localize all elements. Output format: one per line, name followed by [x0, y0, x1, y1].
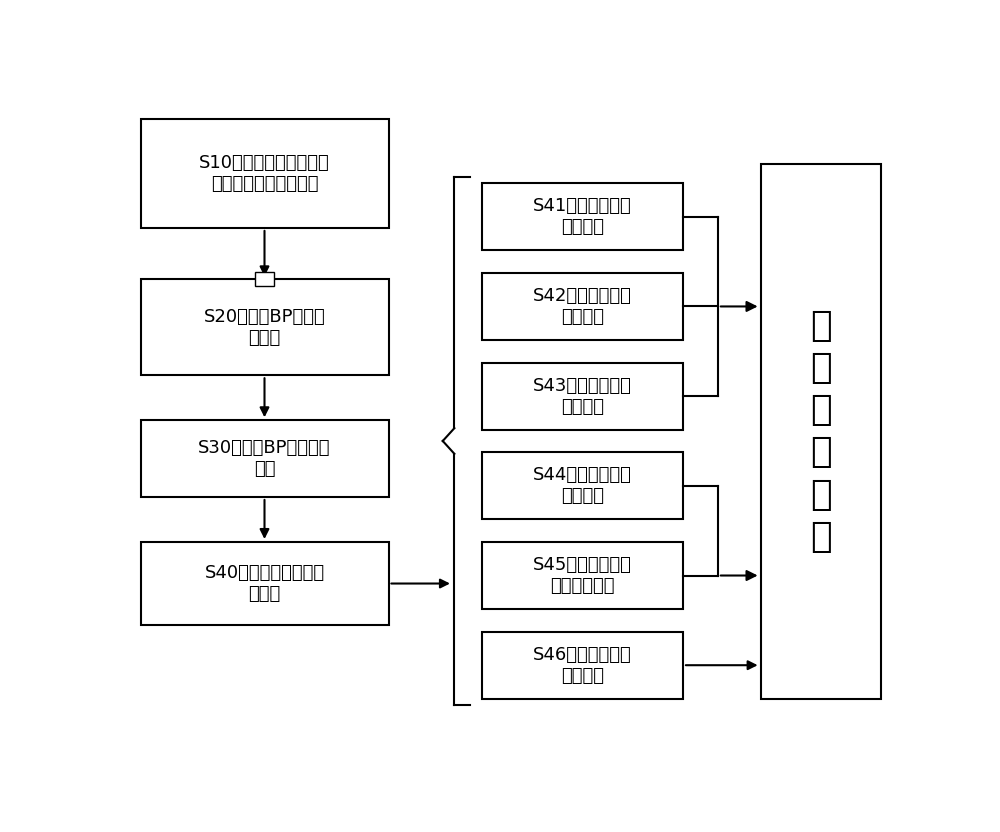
FancyBboxPatch shape: [482, 542, 683, 609]
Text: S46、获取患者的
声调信息: S46、获取患者的 声调信息: [533, 646, 632, 685]
FancyBboxPatch shape: [482, 363, 683, 430]
FancyBboxPatch shape: [482, 631, 683, 699]
FancyBboxPatch shape: [140, 420, 388, 497]
Text: S41、获取患者的
血糖信息: S41、获取患者的 血糖信息: [533, 197, 632, 236]
Text: 生
成
测
试
结
果: 生 成 测 试 结 果: [810, 310, 831, 553]
Text: S43、获取患者的
血氧信息: S43、获取患者的 血氧信息: [533, 377, 632, 415]
Text: S40、确认心理承受能
力级别: S40、确认心理承受能 力级别: [204, 564, 325, 603]
Text: S44、获取患者的
心跳信息: S44、获取患者的 心跳信息: [533, 467, 632, 505]
FancyBboxPatch shape: [255, 272, 274, 286]
FancyBboxPatch shape: [482, 183, 683, 250]
FancyBboxPatch shape: [140, 542, 388, 625]
Text: S42、获取患者的
血压信息: S42、获取患者的 血压信息: [533, 287, 632, 326]
FancyBboxPatch shape: [761, 164, 881, 699]
FancyBboxPatch shape: [140, 280, 388, 375]
Text: S45、获取患者的
呼吸频率信息: S45、获取患者的 呼吸频率信息: [533, 556, 632, 595]
Text: S20、建立BP神经网
络模型: S20、建立BP神经网 络模型: [204, 308, 325, 347]
FancyBboxPatch shape: [482, 273, 683, 340]
Text: S30、进行BP神经网络
训练: S30、进行BP神经网络 训练: [198, 439, 331, 478]
Text: S10、将患者的心理承受
能力分级并建立数据库: S10、将患者的心理承受 能力分级并建立数据库: [199, 154, 330, 193]
FancyBboxPatch shape: [482, 453, 683, 519]
FancyBboxPatch shape: [140, 119, 388, 228]
